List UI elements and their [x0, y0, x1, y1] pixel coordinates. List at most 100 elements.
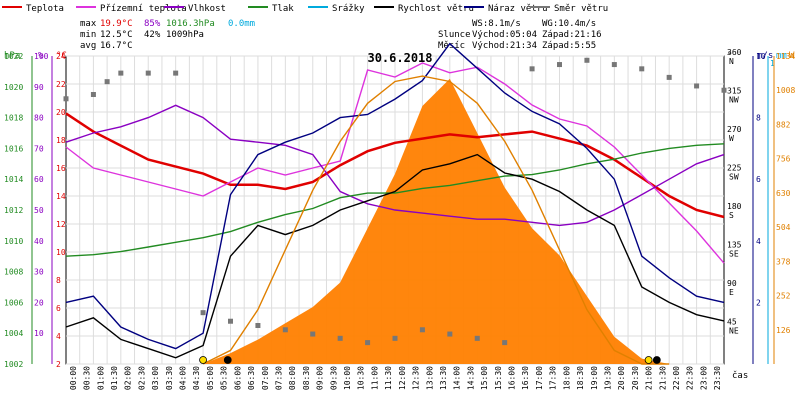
- tick-label-hpa: 1018: [4, 114, 23, 123]
- chart-title: 30.6.2018: [367, 51, 432, 65]
- tick-label-compass: N: [729, 57, 734, 66]
- tick-label-degc: 24: [56, 52, 66, 61]
- series-point-sm-r-v-tru: [337, 335, 343, 341]
- series-point-sm-r-v-tru: [611, 62, 617, 68]
- tick-label-pct: 50: [34, 206, 44, 215]
- x-tick-label: 23:30: [713, 366, 722, 390]
- tick-label-direction: 45: [727, 318, 737, 327]
- x-tick-label: 02:00: [124, 366, 133, 390]
- x-tick-label: 06:30: [247, 366, 256, 390]
- series-point-sm-r-v-tru: [200, 310, 206, 316]
- series-point-sm-r-v-tru: [392, 335, 398, 341]
- series-point-sm-r-v-tru: [173, 70, 179, 76]
- stat-press-max: 1016.3hPa: [166, 19, 215, 29]
- x-tick-label: 11:00: [370, 366, 379, 390]
- unit-pct: %: [38, 51, 44, 61]
- x-tick-label: 17:30: [549, 366, 558, 390]
- legend-label: Rychlost větru: [398, 4, 474, 14]
- series-line-p-zemn-teplota: [65, 62, 725, 264]
- moonset-info: Západ:5:55: [542, 41, 596, 51]
- stat-temp-avg: 16.7°C: [100, 41, 133, 51]
- legend-item-ground-temperature: Přízemní teplota: [76, 4, 187, 14]
- tick-label-degc: 6: [56, 304, 61, 313]
- series-point-sm-r-v-tru: [419, 327, 425, 333]
- series-line-rychlost-v-tru: [65, 153, 725, 359]
- x-tick-label: 21:00: [645, 366, 654, 390]
- x-tick-label: 03:30: [165, 366, 174, 390]
- series-point-sm-r-v-tru: [502, 340, 508, 346]
- series-point-sm-r-v-tru: [694, 83, 700, 89]
- stat-temp-max: 19.9°C: [100, 19, 133, 29]
- tick-label-degc: 12: [56, 220, 66, 229]
- x-tick-label: 00:00: [69, 366, 78, 390]
- tick-label-hpa: 1014: [4, 175, 23, 184]
- x-tick-label: 15:30: [494, 366, 503, 390]
- tick-label-ms: 4: [756, 237, 761, 246]
- x-tick-label: 14:00: [453, 366, 462, 390]
- series-line-n-raz-v-tru: [65, 42, 725, 350]
- x-tick-label: 03:00: [151, 366, 160, 390]
- tick-label-hpa: 1008: [4, 268, 23, 277]
- sunset-info: Západ:21:16: [542, 30, 602, 40]
- unit-hpa: hPa: [4, 51, 20, 61]
- series-point-sm-r-v-tru: [557, 62, 562, 68]
- tick-label-w: 1134: [776, 52, 795, 61]
- unit-degc: °C: [56, 51, 67, 61]
- tick-label-w: 756: [776, 155, 791, 164]
- tick-label-compass: SW: [729, 173, 739, 182]
- tick-label-degc: 8: [56, 276, 61, 285]
- x-tick-label: 13:00: [425, 366, 434, 390]
- legend-item-wind-speed: Rychlost větru: [374, 4, 474, 14]
- tick-label-w: 882: [776, 120, 791, 129]
- x-tick-label: 07:00: [261, 366, 270, 390]
- legend-label: Tlak: [272, 4, 294, 14]
- tick-label-degc: 4: [56, 332, 61, 341]
- x-tick-label: 07:30: [274, 366, 283, 390]
- stat-label: max: [80, 19, 97, 29]
- series-line-tlak: [65, 143, 725, 257]
- x-tick-label: 09:00: [316, 366, 325, 390]
- tick-label-compass: SE: [729, 250, 739, 259]
- x-tick-label: 10:30: [357, 366, 366, 390]
- legend-item-pressure: Tlak: [248, 4, 294, 14]
- series-point-sm-r-v-tru: [310, 331, 316, 337]
- x-tick-label: 15:00: [480, 366, 489, 390]
- x-tick-label: 23:00: [699, 366, 708, 390]
- tick-label-pct: 80: [34, 114, 44, 123]
- series-point-sm-r-v-tru: [584, 57, 590, 63]
- x-axis-label: čas: [732, 370, 748, 381]
- tick-label-pct: 20: [34, 298, 44, 307]
- x-tick-label: 01:30: [110, 366, 119, 390]
- tick-label-degc: 2: [56, 360, 61, 369]
- x-tick-label: 19:00: [590, 366, 599, 390]
- tick-label-w: 252: [776, 292, 791, 301]
- sun-label: Slunce: [438, 30, 471, 40]
- tick-label-degc: 14: [56, 192, 66, 201]
- tick-label-ms: 6: [756, 175, 761, 184]
- tick-label-hpa: 1010: [4, 237, 23, 246]
- sunrise-info: Východ:05:04: [472, 30, 537, 40]
- x-tick-label: 20:00: [617, 366, 626, 390]
- right-axes: 45NE90E135SE180S225SW270W315NW360N246810…: [727, 48, 795, 364]
- moonset-marker: [223, 356, 232, 364]
- wind-gust-info: WG:10.4m/s: [542, 19, 596, 29]
- legend: Teplota Přízemní teplota Vlhkost Tlak Sr…: [2, 4, 608, 14]
- tick-label-compass: NE: [729, 327, 739, 336]
- tick-label-pct: 10: [34, 329, 44, 338]
- tick-label-direction: 90: [727, 279, 737, 288]
- x-tick-label: 09:30: [329, 366, 338, 390]
- series-point-sm-r-v-tru: [145, 70, 151, 76]
- x-tick-label: 08:00: [288, 366, 297, 390]
- tick-label-pct: 70: [34, 144, 44, 153]
- x-tick-label: 17:00: [535, 366, 544, 390]
- x-tick-label: 22:30: [686, 366, 695, 390]
- tick-label-compass: E: [729, 288, 734, 297]
- series-point-sm-r-v-tru: [447, 331, 453, 337]
- tick-label-pct: 100: [34, 52, 49, 61]
- tick-label-ms: 10: [756, 52, 766, 61]
- series-point-sm-r-v-tru: [639, 66, 645, 72]
- tick-label-w: 504: [776, 223, 791, 232]
- x-tick-label: 08:30: [302, 366, 311, 390]
- legend-item-rain: Srážky: [308, 4, 365, 14]
